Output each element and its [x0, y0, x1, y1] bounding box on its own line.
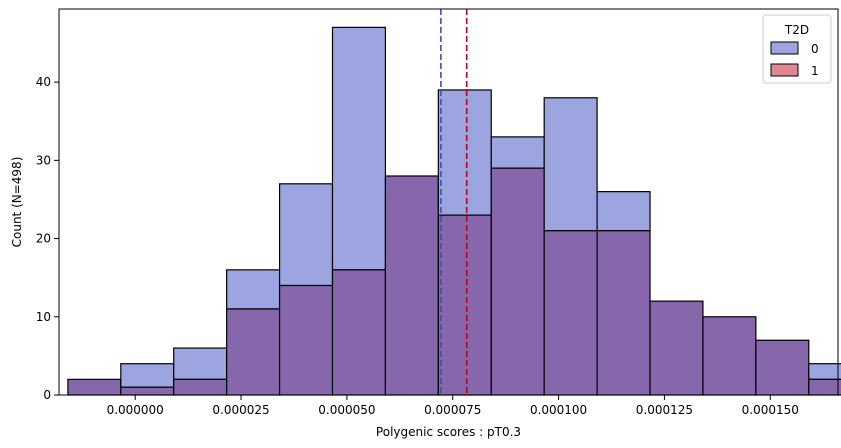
bar-series-0-bin-4 [278, 183, 334, 287]
plot-frame [58, 8, 839, 396]
plot-area [58, 8, 841, 396]
bar-overlap-bin-9 [543, 230, 598, 396]
y-tick-label-1: 10 [36, 310, 51, 324]
y-axis-label: Count (N=498) [10, 157, 24, 248]
y-tick-label-3: 30 [36, 153, 51, 167]
x-axis: 0.000000 0.000025 0.000050 0.000075 0.000100… [107, 395, 799, 417]
bar-overlap-bin-7 [437, 214, 492, 396]
bar-series-0-bin-5 [331, 26, 387, 271]
x-tick-label-3: 0.000075 [424, 403, 481, 417]
bar-series-0-bin-14 [808, 363, 841, 380]
bar-series-0-bin-7 [437, 89, 492, 216]
bar-overlap-bin-8 [490, 167, 545, 396]
bar-series-0-bin-1 [120, 363, 175, 388]
legend-label-1: 1 [811, 64, 819, 78]
bar-overlap-bin-0 [67, 378, 122, 396]
bar-series-0-bin-9 [543, 97, 598, 232]
x-tick-label-0: 0.000000 [107, 403, 164, 417]
legend[interactable]: T2D 0 1 [762, 14, 832, 84]
legend-swatch-1 [770, 63, 799, 77]
y-tick-label-2: 20 [36, 232, 51, 246]
x-axis-label: Polygenic scores : pT0.3 [376, 425, 521, 439]
y-tick-label-0: 0 [43, 388, 51, 402]
x-tick-label-2: 0.000050 [318, 403, 375, 417]
bar-overlap-bin-3 [226, 308, 281, 396]
bar-overlap-bin-10 [596, 230, 651, 396]
bar-overlap-bin-6 [384, 175, 439, 396]
x-tick-label-5: 0.000125 [636, 403, 693, 417]
y-tick-label-4: 40 [36, 75, 51, 89]
bar-overlap-bin-5 [331, 269, 387, 396]
bar-series-0-bin-10 [596, 191, 651, 232]
bar-overlap-bin-14 [808, 378, 841, 396]
bar-overlap-bin-13 [755, 339, 810, 396]
legend-title: T2D [784, 23, 809, 37]
legend-swatch-0 [770, 41, 799, 55]
bar-series-0-bin-2 [173, 347, 228, 380]
bar-overlap-bin-2 [173, 378, 228, 396]
x-tick-label-4: 0.000100 [530, 403, 587, 417]
x-tick-label-6: 0.000150 [742, 403, 799, 417]
bar-series-0-bin-8 [490, 136, 545, 169]
y-axis: 0 10 20 30 40 [36, 75, 59, 402]
x-tick-label-1: 0.000025 [212, 403, 269, 417]
bar-overlap-bin-1 [120, 386, 175, 396]
bar-series-0-bin-3 [226, 269, 281, 310]
legend-label-0: 0 [811, 42, 819, 56]
bar-overlap-bin-12 [702, 316, 757, 396]
bar-overlap-bin-11 [649, 300, 704, 396]
bar-overlap-bin-4 [278, 284, 334, 396]
